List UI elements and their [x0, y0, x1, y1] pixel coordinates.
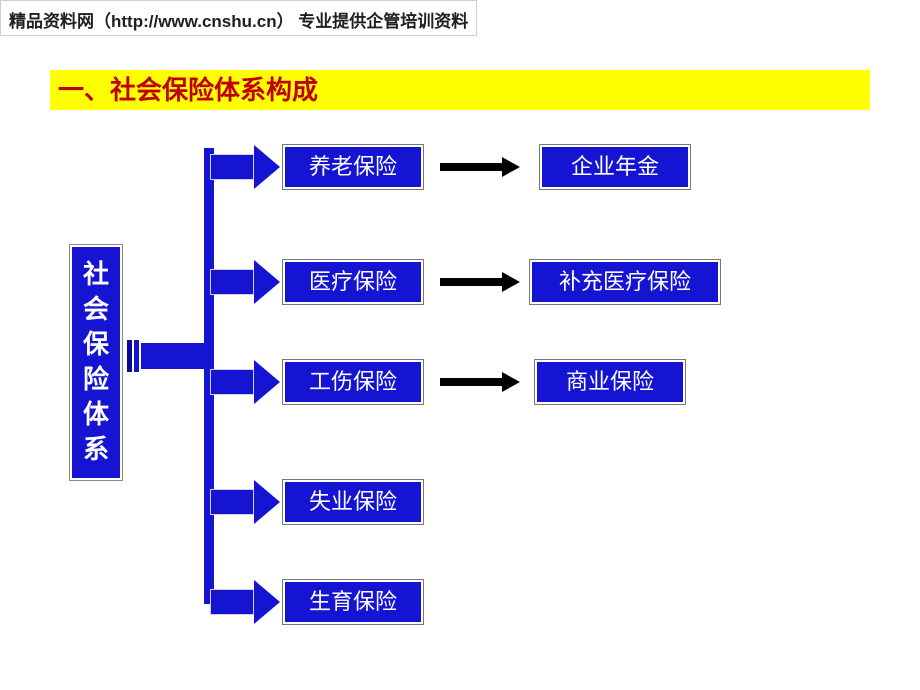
linked-node: 商业保险: [535, 360, 685, 404]
link-arrow-icon: [440, 272, 520, 292]
branch-arrow: [210, 580, 280, 624]
branch-arrow: [210, 480, 280, 524]
branch-node: 失业保险: [283, 480, 423, 524]
root-node: 社会保险体系: [70, 245, 122, 480]
link-arrow-icon: [440, 372, 520, 392]
branch-arrow: [210, 260, 280, 304]
root-connector: [127, 340, 141, 372]
branch-node: 生育保险: [283, 580, 423, 624]
branch-node: 医疗保险: [283, 260, 423, 304]
section-title-text: 一、社会保险体系构成: [58, 75, 318, 105]
section-title: 一、社会保险体系构成: [50, 70, 870, 110]
branch-arrow: [210, 145, 280, 189]
branch-arrow: [210, 360, 280, 404]
linked-node: 企业年金: [540, 145, 690, 189]
link-arrow-icon: [440, 157, 520, 177]
branch-node: 工伤保险: [283, 360, 423, 404]
branch-node: 养老保险: [283, 145, 423, 189]
root-to-trunk-bar: [141, 343, 214, 369]
linked-node: 补充医疗保险: [530, 260, 720, 304]
watermark-header: 精品资料网（http://www.cnshu.cn） 专业提供企管培训资料: [0, 0, 477, 36]
